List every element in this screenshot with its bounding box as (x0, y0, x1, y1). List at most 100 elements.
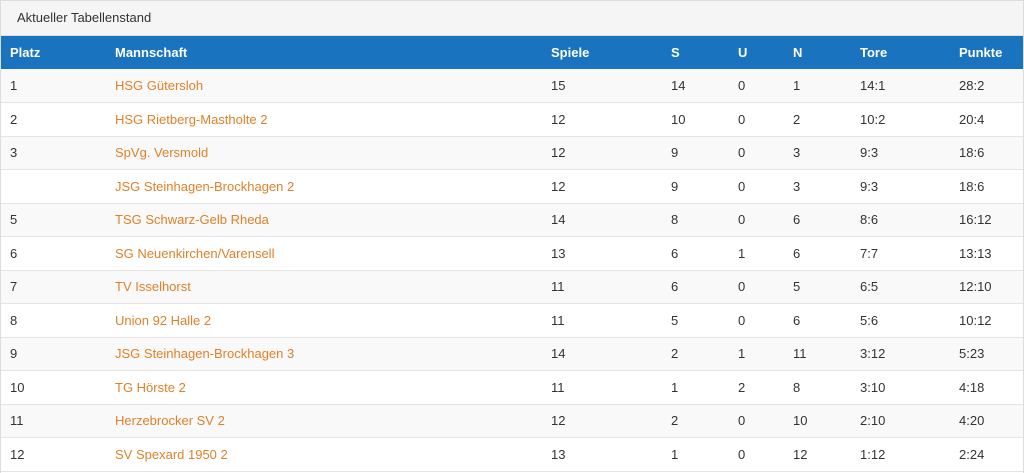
cell-mannschaft: SG Neuenkirchen/Varensell (106, 237, 542, 271)
cell-niederlagen: 6 (793, 212, 801, 228)
team-link[interactable]: SG Neuenkirchen/Varensell (115, 245, 275, 261)
cell-niederlagen: 11 (793, 346, 807, 362)
cell-niederlagen: 3 (793, 145, 801, 161)
cell-niederlagen: 10 (793, 413, 808, 429)
table-row: 8 Union 92 Halle 2 11 5 0 6 5:6 10:12 (1, 303, 1023, 338)
cell-tore: 3:10 (860, 379, 886, 395)
team-link[interactable]: JSG Steinhagen-Brockhagen 2 (115, 178, 295, 194)
table-row: 7 TV Isselhorst 11 6 0 5 6:5 12:10 (1, 270, 1023, 304)
cell-punkte: 18:6 (959, 178, 985, 194)
team-link[interactable]: SpVg. Versmold (115, 145, 209, 161)
cell-platz: 1 (10, 78, 18, 93)
column-header-siege[interactable]: S (671, 45, 680, 60)
cell-punkte: 4:20 (959, 413, 985, 429)
cell-siege: 10 (671, 111, 686, 127)
cell-platz: 7 (10, 279, 18, 295)
cell-mannschaft: HSG Rietberg-Mastholte 2 (106, 103, 542, 137)
cell-tore: 5:6 (860, 312, 879, 328)
team-link[interactable]: TG Hörste 2 (115, 379, 186, 395)
cell-spiele: 13 (551, 245, 566, 261)
cell-niederlagen: 1 (793, 78, 801, 93)
cell-platz: 12 (10, 446, 25, 462)
column-header-punkte[interactable]: Punkte (959, 45, 1003, 60)
table-row: 11 Herzebrocker SV 2 12 2 0 10 2:10 4:20 (1, 404, 1023, 438)
table-row: 5 TSG Schwarz-Gelb Rheda 14 8 0 6 8:6 16:12 (1, 203, 1023, 237)
cell-platz: 9 (10, 346, 18, 362)
cell-unentschieden: 0 (738, 279, 746, 295)
table-row: 9 JSG Steinhagen-Brockhagen 3 14 2 1 11 3:12 5:… (1, 337, 1023, 371)
cell-siege: 9 (671, 145, 679, 161)
table-row: 3 SpVg. Versmold 12 9 0 3 9:3 18:6 (1, 136, 1023, 170)
team-link[interactable]: Herzebrocker SV 2 (115, 413, 225, 429)
column-header-niederlagen[interactable]: N (793, 45, 803, 60)
table-row: 12 SV Spexard 1950 2 13 1 0 12 1:12 2:24 (1, 437, 1023, 472)
cell-siege: 8 (671, 212, 679, 228)
cell-punkte: 4:18 (959, 379, 985, 395)
team-link[interactable]: HSG Gütersloh (115, 78, 204, 93)
cell-spiele: 13 (551, 446, 566, 462)
cell-unentschieden: 1 (738, 346, 746, 362)
cell-spiele: 12 (551, 111, 566, 127)
cell-spiele: 12 (551, 413, 566, 429)
table-row: 6 SG Neuenkirchen/Varensell 13 6 1 6 7:7 13:13 (1, 236, 1023, 271)
cell-platz: 11 (10, 413, 24, 429)
cell-siege: 2 (671, 413, 679, 429)
team-link[interactable]: JSG Steinhagen-Brockhagen 3 (115, 346, 295, 362)
team-link[interactable]: TV Isselhorst (115, 279, 191, 295)
cell-punkte: 16:12 (959, 212, 992, 228)
cell-punkte: 13:13 (959, 245, 992, 261)
cell-unentschieden: 0 (738, 446, 746, 462)
team-link[interactable]: TSG Schwarz-Gelb Rheda (115, 212, 269, 228)
cell-mannschaft: JSG Steinhagen-Brockhagen 2 (106, 170, 542, 204)
cell-tore: 14:1 (860, 78, 886, 93)
column-header-tore[interactable]: Tore (860, 45, 888, 60)
cell-platz: 6 (10, 245, 18, 261)
cell-niederlagen: 2 (793, 111, 801, 127)
cell-siege: 6 (671, 245, 679, 261)
cell-mannschaft: TG Hörste 2 (106, 371, 542, 405)
cell-unentschieden: 0 (738, 145, 746, 161)
panel-title: Aktueller Tabellenstand (0, 0, 1024, 36)
cell-unentschieden: 0 (738, 178, 746, 194)
cell-tore: 10:2 (860, 111, 886, 127)
cell-punkte: 12:10 (959, 279, 992, 295)
cell-niederlagen: 6 (793, 312, 801, 328)
cell-siege: 1 (671, 379, 679, 395)
column-header-spiele[interactable]: Spiele (551, 45, 590, 60)
cell-niederlagen: 5 (793, 279, 801, 295)
cell-platz: 2 (10, 111, 18, 127)
cell-mannschaft: Herzebrocker SV 2 (106, 404, 542, 438)
table-row: 1 HSG Gütersloh 15 14 0 1 14:1 28:2 (1, 69, 1023, 103)
cell-mannschaft: Union 92 Halle 2 (106, 304, 542, 338)
cell-mannschaft: SpVg. Versmold (106, 136, 542, 170)
column-header-platz[interactable]: Platz (10, 45, 41, 60)
cell-tore: 9:3 (860, 178, 879, 194)
team-link[interactable]: Union 92 Halle 2 (115, 312, 212, 328)
cell-tore: 8:6 (860, 212, 879, 228)
cell-tore: 9:3 (860, 145, 879, 161)
team-link[interactable]: SV Spexard 1950 2 (115, 446, 228, 462)
cell-punkte: 20:4 (959, 111, 985, 127)
cell-platz: 3 (10, 145, 18, 161)
cell-mannschaft: TSG Schwarz-Gelb Rheda (106, 203, 542, 237)
column-header-mannschaft[interactable]: Mannschaft (115, 45, 188, 60)
table-row: JSG Steinhagen-Brockhagen 2 12 9 0 3 9:3 18:6 (1, 169, 1023, 204)
cell-unentschieden: 0 (738, 212, 746, 228)
cell-spiele: 15 (551, 78, 566, 93)
cell-punkte: 10:12 (959, 312, 992, 328)
cell-siege: 2 (671, 346, 679, 362)
cell-unentschieden: 2 (738, 379, 746, 395)
cell-niederlagen: 12 (793, 446, 808, 462)
cell-punkte: 28:2 (959, 78, 985, 93)
column-header-unentschieden[interactable]: U (738, 45, 748, 60)
cell-platz: 5 (10, 212, 18, 228)
cell-siege: 6 (671, 279, 679, 295)
cell-unentschieden: 0 (738, 111, 746, 127)
table-row: 10 TG Hörste 2 11 1 2 8 3:10 4:18 (1, 370, 1023, 405)
table-header-row: Platz Mannschaft Spiele S U N Tore Punkt… (1, 36, 1023, 69)
standings-table: Platz Mannschaft Spiele S U N Tore Punkt… (1, 36, 1023, 472)
team-link[interactable]: HSG Rietberg-Mastholte 2 (115, 111, 268, 127)
cell-spiele: 12 (551, 145, 566, 161)
cell-mannschaft: SV Spexard 1950 2 (106, 438, 542, 472)
